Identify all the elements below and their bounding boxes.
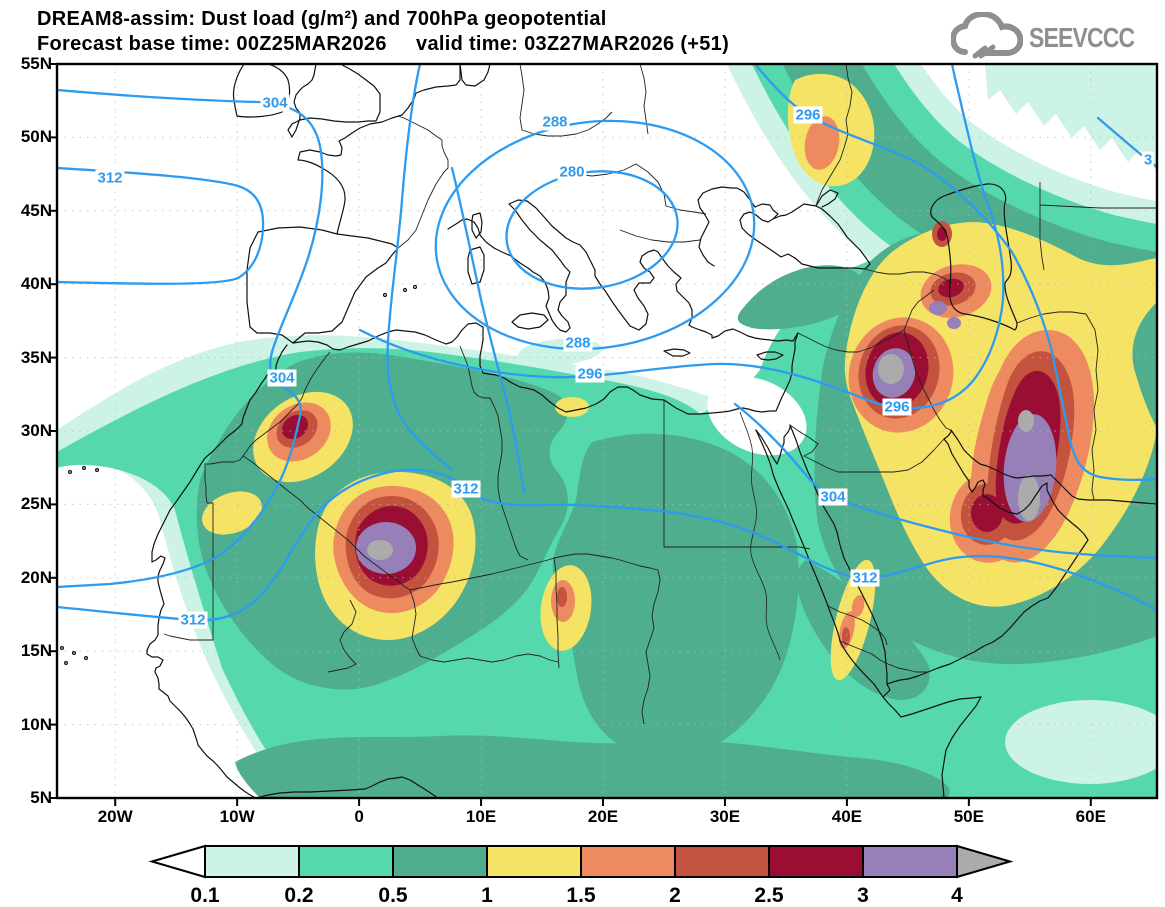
colorbar-tick-label: 0.5 xyxy=(378,884,408,907)
lon-tick-label: 60E xyxy=(1075,807,1106,826)
colorbar-cell-6 xyxy=(768,845,864,878)
geopotential-label-3: 3 xyxy=(1141,151,1155,169)
colorbar-cell-1 xyxy=(298,845,394,878)
lon-tick-label: 50E xyxy=(953,807,984,826)
axis-ticks xyxy=(49,63,1092,806)
geopotential-label-288: 288 xyxy=(540,113,570,131)
geopotential-label-296: 296 xyxy=(793,106,823,124)
colorbar-cell-3 xyxy=(486,845,582,878)
lon-tick-label: 40E xyxy=(831,807,863,826)
lat-tick-label: 10N xyxy=(20,714,52,734)
colorbar-tick-label: 0.1 xyxy=(190,884,220,907)
map-subtitle: Forecast base time: 00Z25MAR2026 valid t… xyxy=(37,33,730,55)
lat-tick-label: 45N xyxy=(20,200,52,220)
colorbar-tick-label: 2.5 xyxy=(754,884,784,907)
geopotential-label-312: 312 xyxy=(451,480,481,498)
lon-tick-label: 20E xyxy=(587,807,619,826)
geopotential-label-312: 312 xyxy=(95,169,125,187)
colorbar-tick-label: 1 xyxy=(481,884,493,907)
lat-tick-label: 25N xyxy=(20,494,52,514)
geopotential-label-312: 312 xyxy=(850,569,880,587)
geopotential-label-296: 296 xyxy=(575,365,605,383)
colorbar-tick-label: 0.2 xyxy=(284,884,313,907)
lat-tick-label: 5N xyxy=(30,788,52,807)
colorbar-cell-7 xyxy=(862,845,958,878)
colorbar-tick-label: 1.5 xyxy=(566,884,596,907)
lat-tick-label: 20N xyxy=(20,567,52,587)
logo-text: SEEVCCC xyxy=(1028,22,1135,53)
geopotential-label-304: 304 xyxy=(818,488,848,506)
lat-tick-label: 50N xyxy=(20,127,52,147)
colorbar-cell-0 xyxy=(204,845,300,878)
colorbar-cell-2 xyxy=(392,845,488,878)
lon-tick-label: 20W xyxy=(97,807,133,826)
lat-tick-label: 35N xyxy=(20,347,52,367)
dust-shading-layer xyxy=(58,65,1156,797)
lat-tick-label: 55N xyxy=(20,54,52,73)
colorbar-cell-5 xyxy=(674,845,770,878)
geopotential-label-288: 288 xyxy=(563,334,593,352)
lat-tick-label: 30N xyxy=(20,421,52,440)
cloud-icon xyxy=(950,12,1023,59)
geopotential-label-304: 304 xyxy=(260,94,290,112)
lat-tick-label: 40N xyxy=(20,274,52,294)
lon-tick-label: 0 xyxy=(354,807,364,826)
colorbar-cell-4 xyxy=(580,845,676,878)
colorbar-underflow-arrow xyxy=(148,844,206,879)
lon-tick-label: 10W xyxy=(219,807,255,826)
colorbar-overflow-arrow xyxy=(956,844,1014,879)
lon-tick-label: 10E xyxy=(465,807,497,826)
seevccc-logo: SEEVCCC xyxy=(950,12,1157,64)
colorbar-tick-label: 2 xyxy=(669,884,681,907)
colorbar: 0.1 0.2 0.5 1 1.5 2 2.5 3 4 xyxy=(148,844,1014,907)
geopotential-label-304: 304 xyxy=(267,369,297,387)
coastlines-layer xyxy=(59,65,1156,797)
map-title: DREAM8-assim: Dust load (g/m²) and 700hP… xyxy=(37,8,607,30)
colorbar-tick-label: 3 xyxy=(857,884,869,907)
geopotential-label-312: 312 xyxy=(178,611,208,629)
colorbar-tick-label: 4 xyxy=(951,884,963,907)
geopotential-contours-layer xyxy=(58,65,1156,622)
geopotential-label-280: 280 xyxy=(557,163,587,181)
lat-tick-label: 15N xyxy=(20,641,52,661)
geopotential-label-296: 296 xyxy=(882,398,912,416)
lon-tick-label: 30E xyxy=(709,807,741,826)
